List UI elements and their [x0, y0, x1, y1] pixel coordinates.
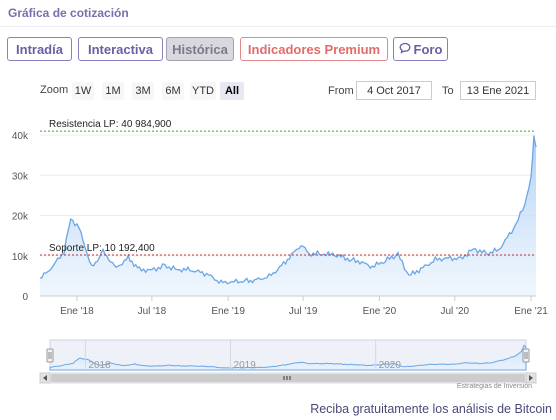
- zoom-label: Zoom: [40, 84, 69, 96]
- from-label: From: [328, 85, 354, 97]
- navigator-year-label: 2018: [88, 360, 111, 371]
- page-title: Gráfica de cotización: [8, 6, 129, 20]
- footer-cta-link[interactable]: Reciba gratuitamente los análisis de Bit…: [310, 402, 552, 416]
- header-divider: [0, 26, 556, 27]
- tab-foro[interactable]: Foro: [393, 37, 448, 61]
- y-tick-label: 40k: [12, 131, 29, 142]
- arrow-left-icon: [43, 375, 47, 381]
- price-area-fill: [40, 135, 536, 296]
- y-tick-label: 30k: [12, 171, 29, 182]
- scrollbar-thumb[interactable]: [51, 374, 525, 382]
- zoom-6m-button[interactable]: 6M: [162, 82, 184, 100]
- x-tick-label: Ene '20: [363, 306, 397, 317]
- to-date-input[interactable]: 13 Ene 2021: [460, 81, 536, 100]
- x-axis: Ene '18 Jul '18 Ene '19 Jul '19 Ene '20 Jul '…: [40, 295, 548, 317]
- x-tick-label: Ene '18: [60, 306, 94, 317]
- y-tick-label: 0: [22, 292, 28, 303]
- price-line: [39, 135, 537, 285]
- price-area: [39, 135, 537, 296]
- tab-label: Interactiva: [87, 41, 154, 57]
- y-axis: 0 10k 20k 30k 40k: [12, 131, 29, 303]
- tab-historica[interactable]: Histórica: [166, 37, 234, 61]
- x-tick-label: Jul '19: [289, 306, 318, 317]
- tab-intradia[interactable]: Intradía: [7, 37, 72, 61]
- zoom-1w-button[interactable]: 1W: [72, 82, 94, 100]
- x-tick-label: Ene '19: [211, 306, 245, 317]
- support-label: Soporte LP: 10 192,400: [49, 243, 155, 254]
- navigator-right-handle[interactable]: [522, 348, 530, 363]
- arrow-right-icon: [529, 375, 533, 381]
- resistance-label: Resistencia LP: 40 984,900: [49, 119, 172, 130]
- to-label: To: [442, 85, 454, 97]
- tab-label: Indicadores Premium: [247, 41, 381, 57]
- tab-interactiva[interactable]: Interactiva: [78, 37, 163, 61]
- navigator-series: [49, 344, 527, 371]
- navigator-year-label: 2019: [234, 360, 257, 371]
- navigator-year-label: 2020: [379, 360, 402, 371]
- zoom-1m-button[interactable]: 1M: [102, 82, 124, 100]
- navigator-left-handle[interactable]: [46, 348, 54, 363]
- tab-label: Foro: [413, 41, 443, 57]
- zoom-ytd-button[interactable]: YTD: [190, 82, 216, 100]
- chat-bubble-icon: [399, 42, 411, 57]
- tab-label: Intradía: [16, 41, 63, 57]
- chart-credit: Estrategias de Inversión: [456, 383, 532, 390]
- navigator[interactable]: 2018 2019 2020: [39, 339, 537, 384]
- tab-label: Histórica: [172, 41, 228, 57]
- price-chart: 0 10k 20k 30k 40k Resistencia LP: 40 984,900…: [12, 119, 548, 384]
- x-tick-label: Jul '20: [440, 306, 469, 317]
- tab-indicadores-premium[interactable]: Indicadores Premium: [240, 37, 388, 61]
- y-tick-label: 10k: [12, 252, 29, 263]
- support-resistance-levels: Resistencia LP: 40 984,900 Soporte LP: 10…: [40, 119, 536, 256]
- from-date-input[interactable]: 4 Oct 2017: [356, 81, 432, 100]
- zoom-all-button[interactable]: All: [220, 82, 244, 100]
- x-tick-label: Jul '18: [138, 306, 167, 317]
- y-tick-label: 20k: [12, 212, 29, 223]
- zoom-3m-button[interactable]: 3M: [132, 82, 154, 100]
- x-tick-label: Ene '21: [514, 306, 548, 317]
